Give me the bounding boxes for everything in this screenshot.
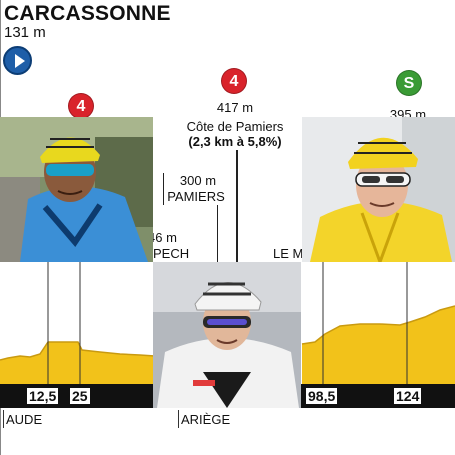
climb-name-2: Côte de Pamiers: [186, 119, 284, 134]
km-label-1: 12,5: [27, 388, 59, 404]
town-altitude-pamiers: 300 m: [179, 173, 217, 188]
climb-badge-2: 4: [221, 68, 247, 94]
pamiers-line-left: [163, 173, 164, 205]
region-tick-1: [3, 410, 4, 428]
region-ariege: ARIÈGE: [181, 412, 231, 427]
start-town: CARCASSONNE: [4, 2, 171, 25]
climb-detail-2: (2,3 km à 5,8%): [188, 134, 282, 149]
start-altitude: 131 m: [4, 24, 46, 41]
climb-altitude-2: 417 m: [216, 100, 254, 115]
region-tick-2: [178, 410, 179, 428]
km-label-3: 98,5: [306, 388, 338, 404]
pamiers-line: [217, 205, 218, 262]
rider-photo-yellow: [302, 117, 455, 262]
region-aude: AUDE: [6, 412, 43, 427]
town-name-pech: PECH: [153, 246, 190, 261]
climb-badge-3: S: [396, 70, 422, 96]
climb-badge-1: 4: [68, 93, 94, 119]
town-name-pamiers: PAMIERS: [167, 189, 225, 204]
rider-photo-blue: [0, 117, 153, 262]
rider-photo-white: [153, 262, 301, 408]
play-icon[interactable]: [3, 46, 32, 75]
km-label-4: 124: [394, 388, 422, 404]
km-label-2: 25: [70, 388, 90, 404]
town-name-lem: LE M: [273, 246, 304, 261]
climb-line-2: [236, 150, 238, 262]
town-altitude-pech: 46 m: [148, 230, 177, 245]
